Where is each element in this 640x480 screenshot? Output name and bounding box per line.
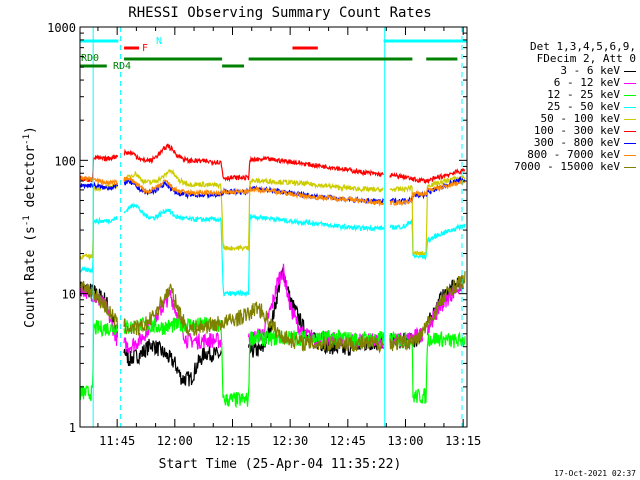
legend-item-label: 25 - 50 keV xyxy=(547,100,620,113)
x-tick-label: 13:15 xyxy=(445,434,481,448)
x-tick-label: 12:00 xyxy=(157,434,193,448)
legend-swatch xyxy=(624,154,636,156)
y-axis-label: Count Rate (s-1 detector-1) xyxy=(22,126,38,328)
state-label-n: N xyxy=(156,36,162,47)
legend-swatch xyxy=(624,82,636,84)
legend-item-3: 12 - 25 keV xyxy=(476,89,636,101)
legend-item-label: 100 - 300 keV xyxy=(533,124,620,137)
state-label-rd0: RD0 xyxy=(81,53,99,64)
legend-swatch xyxy=(624,94,636,96)
timestamp: 17-Oct-2021 02:37 xyxy=(554,469,636,478)
legend-item-label: 300 - 800 keV xyxy=(533,136,620,149)
series-4-line xyxy=(80,201,466,298)
y-tick-label: 10 xyxy=(62,288,76,302)
x-tick-label: 12:45 xyxy=(330,434,366,448)
plot-frame xyxy=(79,26,468,428)
legend-item-8: 800 - 7000 keV xyxy=(476,149,636,161)
legend-item-label: 6 - 12 keV xyxy=(553,76,620,89)
legend-item-label: 800 - 7000 keV xyxy=(527,148,620,161)
series-layer xyxy=(80,143,466,409)
legend: Det 1,3,4,5,6,9, FDecim 2, Att 0 3 - 6 k… xyxy=(476,41,636,173)
legend-swatch xyxy=(624,118,636,120)
y-tick-label: 1 xyxy=(69,421,76,435)
legend-swatch xyxy=(624,166,636,168)
x-tick-label: 11:45 xyxy=(99,434,135,448)
y-axis: 1 10 100 1000 xyxy=(47,21,467,435)
legend-swatch xyxy=(624,106,636,108)
legend-item-2: 6 - 12 keV xyxy=(476,77,636,89)
series-8-line xyxy=(80,175,466,207)
x-tick-label: 13:00 xyxy=(387,434,423,448)
legend-item-6: 100 - 300 keV xyxy=(476,125,636,137)
legend-item-4: 25 - 50 keV xyxy=(476,101,636,113)
legend-item-5: 50 - 100 keV xyxy=(476,113,636,125)
legend-swatch xyxy=(624,130,636,132)
legend-swatch xyxy=(624,142,636,144)
legend-item-label: 7000 - 15000 keV xyxy=(514,160,620,173)
state-bars: NF RD0 RD4 xyxy=(80,36,467,72)
legend-swatch xyxy=(624,70,636,72)
legend-item-9: 7000 - 15000 keV xyxy=(476,161,636,173)
legend-item-7: 300 - 800 keV xyxy=(476,137,636,149)
state-label-f: F xyxy=(142,43,148,54)
state-label-rd4: RD4 xyxy=(113,61,131,72)
legend-item-label: 12 - 25 keV xyxy=(547,88,620,101)
y-tick-label: 1000 xyxy=(47,21,76,35)
legend-header-line-1: Det 1,3,4,5,6,9, xyxy=(530,40,636,53)
x-axis-label: Start Time (25-Apr-04 11:35:22) xyxy=(159,457,402,472)
legend-item-label: 50 - 100 keV xyxy=(540,112,620,125)
x-tick-label: 12:30 xyxy=(272,434,308,448)
vline-layer xyxy=(92,27,463,427)
y-tick-label: 100 xyxy=(54,154,76,168)
chart-title: RHESSI Observing Summary Count Rates xyxy=(128,5,431,21)
legend-item-label: 3 - 6 keV xyxy=(560,64,620,77)
x-tick-label: 12:15 xyxy=(214,434,250,448)
series-9-line xyxy=(80,271,466,354)
legend-item-1: 3 - 6 keV xyxy=(476,65,636,77)
legend-header-line-2: FDecim 2, Att 0 xyxy=(536,52,636,65)
x-axis: 11:45 12:00 12:15 12:30 12:45 13:00 13:15 xyxy=(97,27,481,448)
